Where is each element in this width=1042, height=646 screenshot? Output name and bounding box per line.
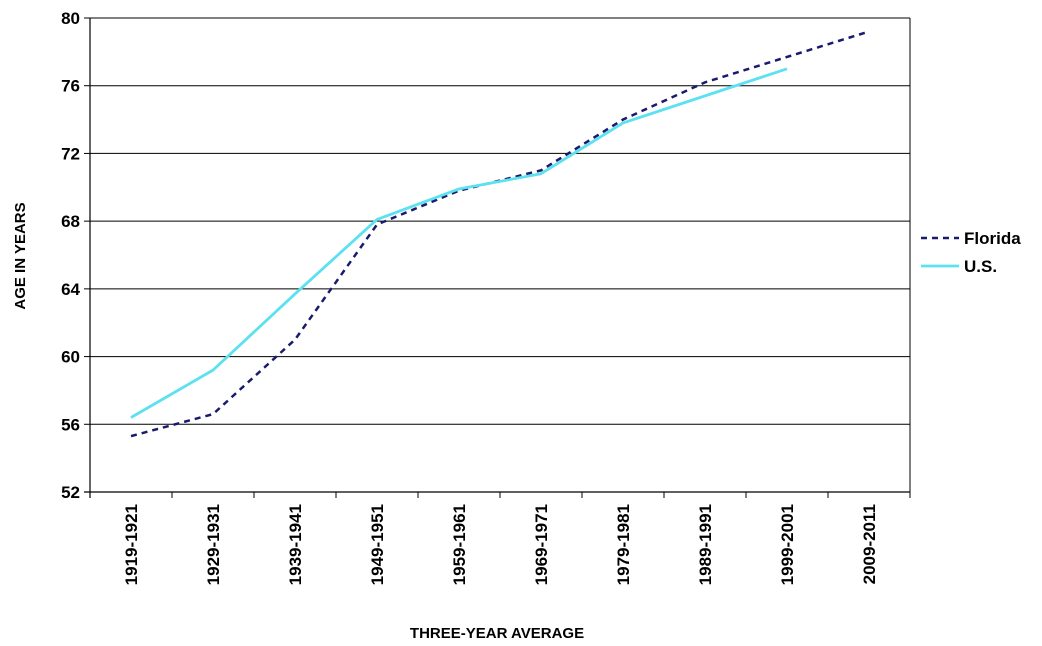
x-tick-label: 1939-1941 xyxy=(286,504,305,585)
axes xyxy=(84,17,911,498)
y-tick-label: 80 xyxy=(61,9,80,28)
x-tick-label: 2009-2011 xyxy=(860,504,879,584)
x-tick-label: 1999-2001 xyxy=(778,504,797,585)
x-tick-label: 1959-1961 xyxy=(450,504,469,585)
gridlines xyxy=(90,17,910,425)
x-axis-title: THREE-YEAR AVERAGE xyxy=(410,625,584,642)
x-tick-label: 1989-1991 xyxy=(696,504,715,585)
x-tick-label: 1969-1971 xyxy=(532,504,551,585)
legend: Florida U.S. xyxy=(921,229,1021,276)
y-tick-label: 64 xyxy=(61,280,80,299)
series-lines xyxy=(130,30,870,438)
x-tick-labels: 1919-1921 1929-1931 1939-1941 1949-1951 1959… xyxy=(122,504,879,585)
y-axis-title: AGE IN YEARS xyxy=(12,202,29,309)
x-tick-label: 1979-1981 xyxy=(614,504,633,585)
y-tick-label: 68 xyxy=(61,212,80,231)
y-tick-label: 60 xyxy=(61,348,80,367)
legend-label: U.S. xyxy=(964,257,997,276)
x-tick-label: 1929-1931 xyxy=(204,504,223,585)
x-tick-label: 1919-1921 xyxy=(122,504,141,585)
y-tick-labels: 52 56 60 64 68 72 76 80 xyxy=(61,9,80,502)
series-line-u-s xyxy=(130,67,788,419)
y-tick-label: 76 xyxy=(61,77,80,96)
x-tick-label: 1949-1951 xyxy=(368,504,387,585)
y-tick-label: 52 xyxy=(61,483,80,502)
y-tick-label: 72 xyxy=(61,144,80,163)
y-tick-label: 56 xyxy=(61,415,80,434)
legend-label: Florida xyxy=(964,229,1021,248)
series-line-florida xyxy=(130,30,870,438)
